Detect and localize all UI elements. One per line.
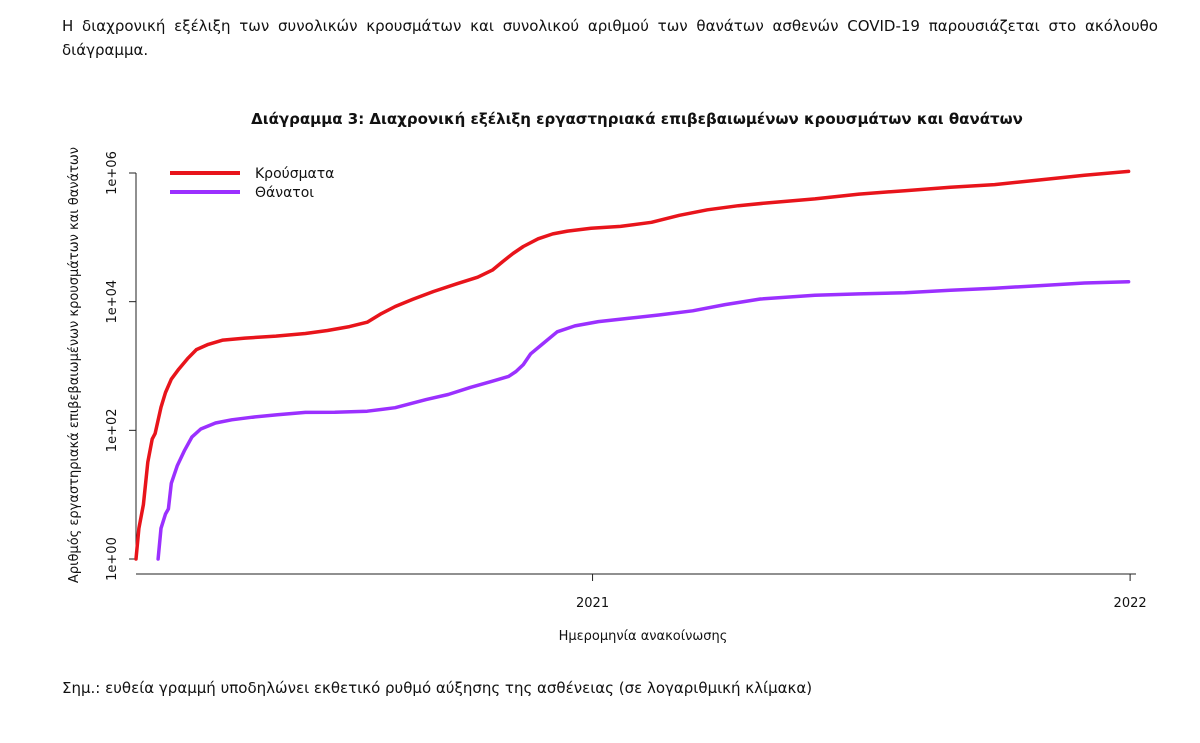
x-axis-ticks: 2021 2022	[576, 574, 1147, 611]
x-tick-label: 2021	[576, 596, 609, 611]
legend-label-cases: Κρούσματα	[255, 166, 334, 182]
y-axis-ticks: 1e+00 1e+02 1e+04 1e+06	[105, 151, 136, 581]
footnote: Σημ.: ευθεία γραμμή υποδηλώνει εκθετικό …	[62, 679, 813, 697]
y-tick-label: 1e+00	[105, 537, 120, 581]
chart-title: Διάγραμμα 3: Διαχρονική εξέλιξη εργαστηρ…	[251, 110, 1023, 128]
legend: Κρούσματα Θάνατοι	[170, 166, 334, 201]
legend-label-deaths: Θάνατοι	[255, 185, 314, 201]
x-axis-label: Ημερομηνία ανακοίνωσης	[559, 629, 728, 644]
series-line-deaths	[156, 279, 1131, 561]
y-tick-label: 1e+06	[105, 151, 120, 195]
y-tick-label: 1e+02	[105, 408, 120, 452]
intro-paragraph: Η διαχρονική εξέλιξη των συνολικών κρουσ…	[62, 17, 1158, 59]
series-line-cases	[134, 169, 1131, 561]
y-tick-label: 1e+04	[105, 280, 120, 324]
y-axis-label: Αριθμός εργαστηριακά επιβεβαιωμένων κρου…	[67, 147, 82, 583]
x-tick-label: 2022	[1114, 596, 1147, 611]
series-lines	[134, 169, 1131, 561]
